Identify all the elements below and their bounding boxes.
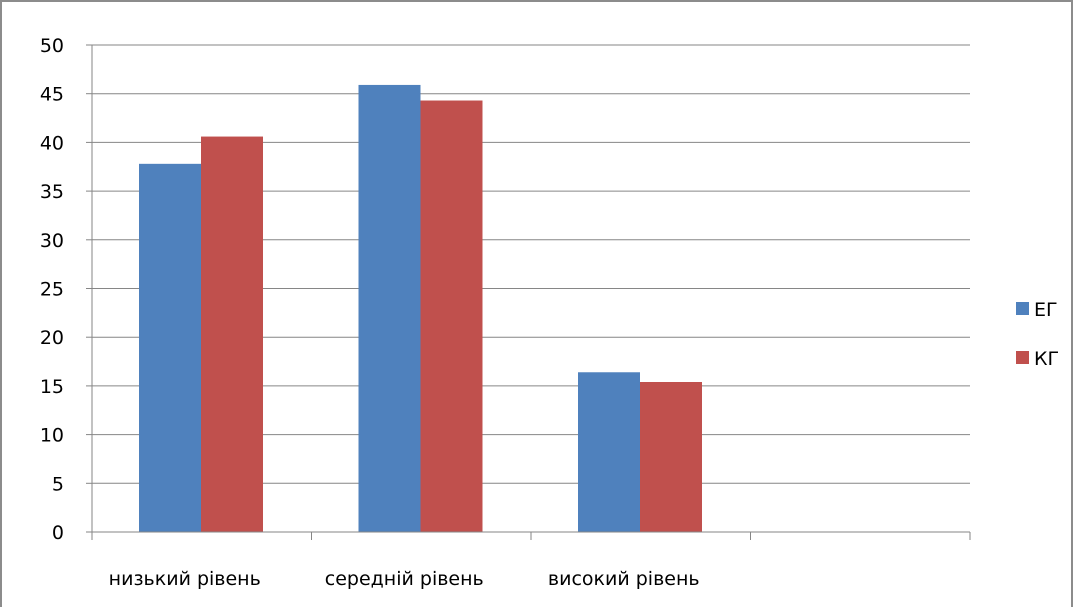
y-tick-label: 0: [52, 522, 64, 544]
y-tick-label: 5: [52, 473, 64, 495]
legend-swatch: [1016, 302, 1029, 315]
bar-kg: [201, 136, 263, 532]
y-tick-label: 30: [40, 230, 64, 252]
legend-swatch: [1016, 351, 1029, 364]
x-category-label: високий рівень: [548, 568, 700, 590]
legend: ЕГ КГ: [1016, 299, 1059, 370]
y-tick-label: 35: [40, 181, 64, 203]
legend-label: ЕГ: [1034, 299, 1058, 321]
y-tick-label: 40: [40, 132, 64, 154]
y-tick-label: 45: [40, 84, 64, 106]
y-tick-label: 25: [40, 279, 64, 301]
bar-eg: [358, 84, 421, 533]
bar-kg: [420, 100, 483, 532]
bar-eg: [139, 163, 201, 532]
x-category-label: середній рівень: [325, 568, 484, 590]
bars: [139, 84, 702, 533]
legend-label: КГ: [1034, 348, 1059, 370]
bar-kg: [640, 382, 702, 532]
x-category-label: низький рівень: [109, 568, 261, 590]
axes: 0 5 10 15 20 25 30 35 40 45 50 низький рівень середн…: [40, 35, 971, 590]
y-tick-label: 15: [40, 376, 64, 398]
bar-eg: [578, 372, 640, 532]
y-tick-label: 10: [40, 425, 64, 447]
y-tick-label: 20: [40, 327, 64, 349]
y-tick-label: 50: [40, 35, 64, 57]
